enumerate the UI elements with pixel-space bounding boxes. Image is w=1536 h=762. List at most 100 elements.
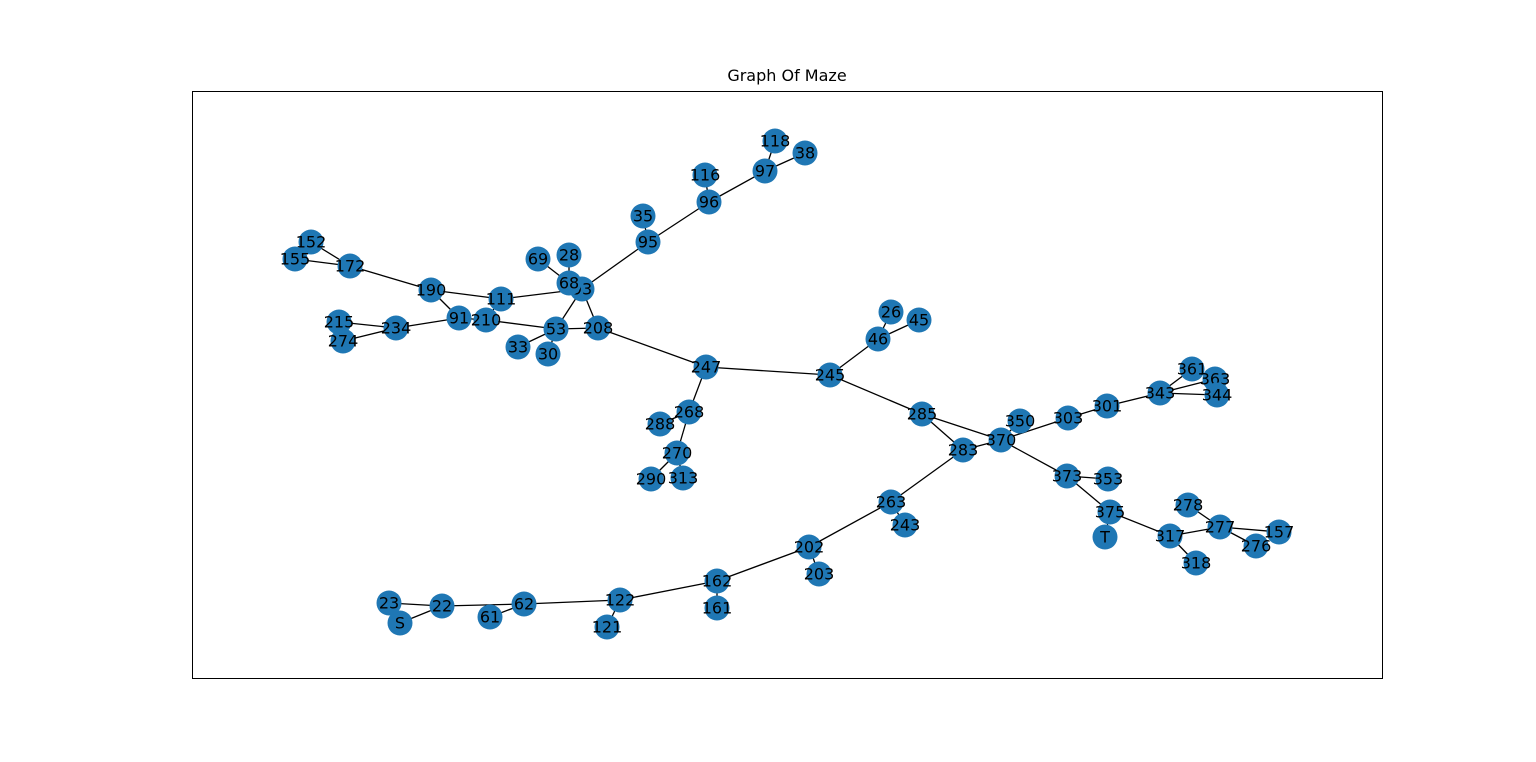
node-circle bbox=[1183, 550, 1209, 576]
node-circle bbox=[752, 158, 778, 184]
node-label: 247 bbox=[691, 358, 722, 377]
node-22: 22 bbox=[429, 593, 455, 619]
node-353: 353 bbox=[1093, 466, 1123, 492]
node-label: 344 bbox=[1202, 386, 1233, 405]
node-label: 111 bbox=[486, 290, 517, 309]
node-circle bbox=[664, 440, 690, 466]
node-layer: S23 22 62611221211621612022032632432832853… bbox=[280, 128, 1294, 640]
node-350: 350 bbox=[1005, 408, 1036, 434]
edge-62-122 bbox=[523, 599, 621, 605]
node-circle bbox=[692, 162, 718, 188]
node-circle bbox=[792, 140, 818, 166]
node-361: 361 bbox=[1177, 356, 1207, 382]
node-label: 62 bbox=[514, 595, 534, 614]
node-circle bbox=[635, 229, 661, 255]
node-23: 23 bbox=[376, 590, 402, 616]
node-278: 278 bbox=[1173, 492, 1203, 518]
node-circle bbox=[988, 427, 1014, 453]
node-370: 370 bbox=[986, 427, 1017, 453]
node-161: 161 bbox=[702, 595, 732, 621]
node-label: 116 bbox=[690, 166, 721, 185]
node-circle bbox=[1092, 524, 1118, 550]
node-28: 28 bbox=[556, 242, 582, 268]
node-118: 118 bbox=[760, 128, 790, 154]
node-210: 210 bbox=[471, 307, 501, 333]
edge-202-263 bbox=[808, 501, 892, 548]
node-circle bbox=[647, 411, 673, 437]
node-label: 363 bbox=[1200, 370, 1231, 389]
node-243: 243 bbox=[890, 512, 921, 538]
node-318: 318 bbox=[1181, 550, 1211, 576]
node-circle bbox=[1204, 382, 1230, 408]
node-label: 53 bbox=[546, 320, 566, 339]
node-circle bbox=[505, 334, 531, 360]
node-45: 45 bbox=[906, 307, 932, 333]
node-38: 38 bbox=[792, 140, 818, 166]
node-circle bbox=[607, 587, 633, 613]
node-344: 344 bbox=[1202, 382, 1233, 408]
node-373: 373 bbox=[1052, 463, 1082, 489]
diagram-title: Graph Of Maze bbox=[727, 66, 847, 85]
node-283: 283 bbox=[948, 437, 978, 463]
node-circle bbox=[878, 489, 904, 515]
node-label: 370 bbox=[986, 431, 1017, 450]
node-label: 285 bbox=[907, 405, 938, 424]
node-label: 202 bbox=[794, 538, 825, 557]
node-circle bbox=[337, 253, 363, 279]
node-116: 116 bbox=[690, 162, 721, 188]
node-label: 172 bbox=[335, 257, 366, 276]
node-label: 69 bbox=[528, 250, 548, 269]
node-label: 91 bbox=[449, 309, 469, 328]
node-122: 122 bbox=[605, 587, 636, 613]
node-343: 343 bbox=[1145, 380, 1175, 406]
node-circle bbox=[473, 307, 499, 333]
node-circle bbox=[1097, 499, 1123, 525]
node-97: 97 bbox=[752, 158, 778, 184]
node-circle bbox=[1094, 393, 1120, 419]
node-label: 268 bbox=[674, 403, 705, 422]
node-circle bbox=[704, 595, 730, 621]
node-172: 172 bbox=[335, 253, 366, 279]
node-215: 215 bbox=[324, 309, 354, 335]
node-277: 277 bbox=[1205, 514, 1235, 540]
node-circle bbox=[383, 315, 409, 341]
node-circle bbox=[1147, 380, 1173, 406]
node-label: 375 bbox=[1095, 503, 1126, 522]
node-label: 274 bbox=[328, 332, 359, 351]
node-label: 96 bbox=[699, 193, 719, 212]
node-circle bbox=[1243, 533, 1269, 559]
node-label: 68 bbox=[559, 274, 579, 293]
node-label: 33 bbox=[508, 338, 528, 357]
node-circle bbox=[796, 534, 822, 560]
node-label: 243 bbox=[890, 516, 921, 535]
node-circle bbox=[585, 315, 611, 341]
node-circle bbox=[298, 229, 324, 255]
node-circle bbox=[282, 246, 308, 272]
node-label: 155 bbox=[280, 250, 311, 269]
node-label: 288 bbox=[645, 415, 676, 434]
node-label: 208 bbox=[583, 319, 614, 338]
node-circle bbox=[525, 246, 551, 272]
node-circle bbox=[326, 309, 352, 335]
edge-22-62 bbox=[441, 603, 525, 607]
node-label: 122 bbox=[605, 591, 636, 610]
node-303: 303 bbox=[1053, 405, 1083, 431]
node-290: 290 bbox=[636, 466, 666, 492]
node-274: 274 bbox=[328, 328, 359, 354]
node-circle bbox=[704, 568, 730, 594]
node-202: 202 bbox=[794, 534, 825, 560]
node-label: 350 bbox=[1005, 412, 1036, 431]
edge-285-370 bbox=[921, 413, 1002, 441]
edge-247-208 bbox=[597, 327, 707, 368]
node-circle bbox=[1054, 463, 1080, 489]
node-circle bbox=[670, 465, 696, 491]
node-375: 375 bbox=[1095, 499, 1126, 525]
node-label: 22 bbox=[432, 597, 452, 616]
node-circle bbox=[1055, 405, 1081, 431]
node-circle bbox=[477, 604, 503, 630]
node-circle bbox=[892, 512, 918, 538]
node-285: 285 bbox=[907, 401, 938, 427]
node-label: 301 bbox=[1092, 397, 1123, 416]
node-162: 162 bbox=[702, 568, 732, 594]
